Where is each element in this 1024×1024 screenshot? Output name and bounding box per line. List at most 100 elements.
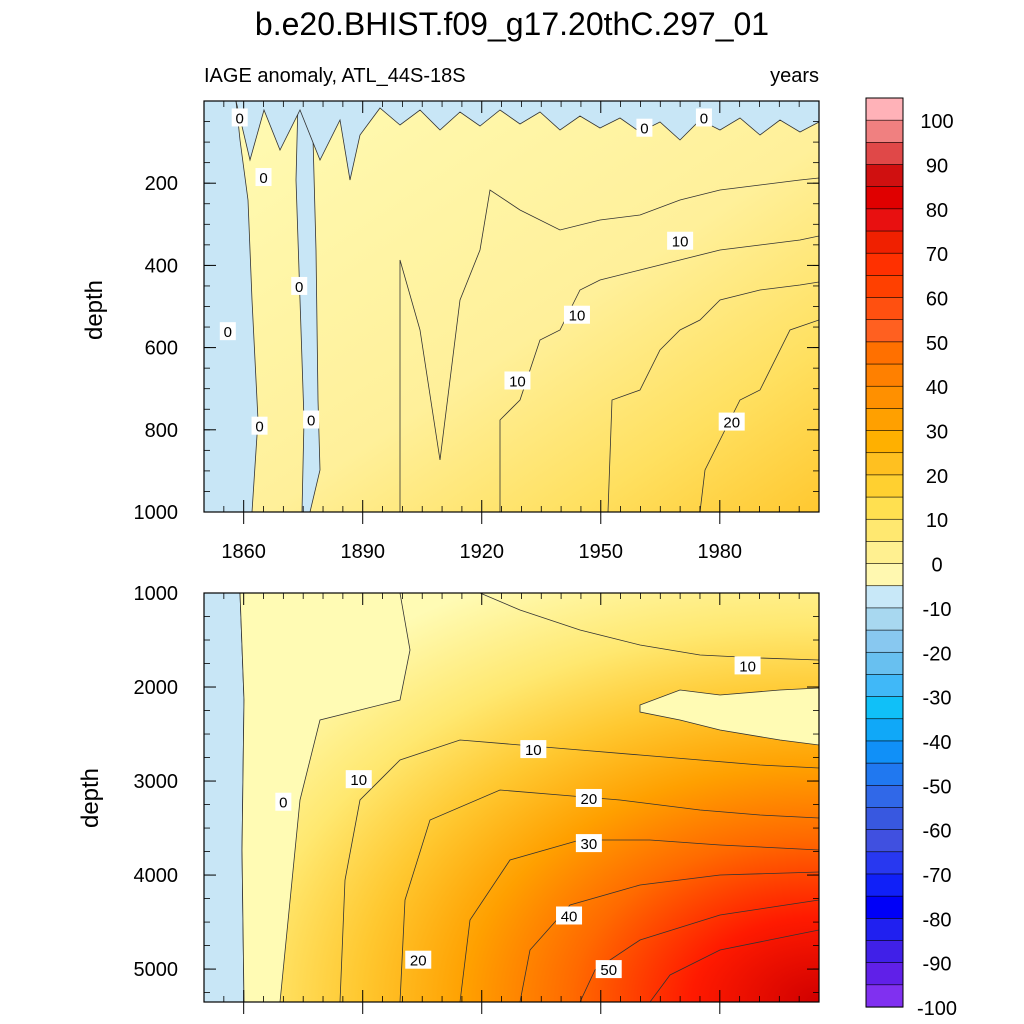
colorbar-swatch	[865, 674, 904, 698]
lower-contour-20	[399, 789, 819, 1002]
colorbar-swatch	[865, 97, 904, 121]
lower-y-tick-label: 5000	[134, 959, 179, 981]
colorbar-swatch	[865, 585, 904, 609]
chart-subtitle-right: years	[770, 65, 819, 87]
colorbar-swatch	[865, 208, 904, 232]
colorbar-swatch	[865, 385, 904, 409]
upper-contour-label: 20	[723, 415, 740, 432]
colorbar-label: 20	[926, 466, 948, 488]
colorbar-swatch	[865, 784, 904, 809]
colorbar-label: 70	[926, 244, 948, 266]
colorbar-label: 40	[926, 377, 948, 399]
upper-x-tick-label: 1890	[340, 541, 385, 563]
upper-contour-20	[499, 235, 819, 512]
lower-panel: 1000 2000 3000 4000 5000 10 10 10 0 20 30 40 50 20 d…	[77, 583, 820, 1014]
upper-negative-region-top	[204, 101, 819, 181]
colorbar: 1009080706050403020100-10-20-30-40-50-60…	[865, 97, 957, 1020]
upper-contour-30	[607, 281, 819, 512]
colorbar-label: 50	[926, 333, 948, 355]
lower-contour-10	[339, 739, 819, 1002]
colorbar-swatch	[865, 496, 904, 520]
lower-contour-label-bg	[345, 770, 372, 789]
colorbar-swatch	[865, 474, 904, 498]
colorbar-label: 30	[926, 422, 948, 444]
colorbar-label: -20	[923, 643, 952, 665]
colorbar-swatch	[865, 984, 904, 1008]
upper-contour-40	[699, 319, 819, 512]
lower-contour-label-bg	[734, 656, 761, 675]
colorbar-label: 0	[931, 555, 942, 577]
colorbar-swatch	[865, 297, 904, 321]
upper-x-axis: 1860 1890 1920 1950 1980	[221, 101, 820, 563]
colorbar-swatch	[865, 851, 904, 875]
lower-contour-label: 0	[279, 795, 287, 812]
lower-plot-frame	[203, 592, 820, 1003]
upper-y-tick-label: 200	[145, 173, 178, 195]
upper-contour-label-bg	[695, 108, 712, 127]
colorbar-swatch	[865, 341, 904, 365]
upper-x-tick-label: 1980	[698, 541, 743, 563]
upper-contour-label-bg	[667, 231, 694, 250]
colorbar-label: 90	[926, 156, 948, 178]
colorbar-frame	[865, 97, 904, 1008]
colorbar-swatch	[865, 275, 904, 299]
upper-contour-label-bg	[291, 276, 308, 295]
lower-contour-50	[579, 899, 819, 1002]
upper-y-tick-label: 600	[145, 338, 178, 360]
upper-contour-label: 10	[672, 234, 689, 251]
upper-contour-label: 10	[509, 373, 526, 390]
colorbar-swatch	[865, 740, 904, 764]
colorbar-swatch	[865, 252, 904, 276]
colorbar-swatch	[865, 607, 904, 631]
lower-contour-label-bg	[520, 740, 547, 759]
upper-contour-label: 0	[236, 110, 244, 127]
lower-y-tick-label: 1000	[134, 583, 179, 605]
colorbar-label: -60	[923, 821, 952, 843]
upper-x-tick-label: 1950	[579, 541, 624, 563]
upper-y-tick-label: 400	[145, 255, 178, 277]
lower-y-tick-label: 2000	[134, 677, 179, 699]
lower-contour-60	[649, 929, 819, 1002]
lower-contour-40	[519, 871, 819, 1002]
lower-contour-label: 10	[525, 742, 542, 759]
colorbar-label: -90	[923, 954, 952, 976]
upper-contour-label: 0	[640, 121, 648, 138]
colorbar-swatch	[865, 873, 904, 897]
lower-y-axis: 1000 2000 3000 4000 5000	[134, 583, 819, 993]
chart-subtitle-left: IAGE anomaly, ATL_44S-18S	[204, 65, 466, 87]
upper-contour-label: 0	[224, 324, 232, 341]
upper-contour-label-bg	[504, 371, 531, 390]
colorbar-swatch	[865, 408, 904, 432]
upper-contour-label: 0	[295, 279, 303, 296]
upper-contour-label-bg	[251, 416, 268, 435]
upper-contour-label-bg	[636, 118, 653, 137]
upper-contour-label-bg	[718, 412, 745, 431]
lower-contour-labels: 10 10 10 0 20 30 40 50 20	[275, 656, 761, 979]
colorbar-label: -80	[923, 909, 952, 931]
lower-contour-label-bg	[556, 906, 583, 925]
colorbar-label: 10	[926, 510, 948, 532]
lower-y-tick-label: 3000	[134, 771, 179, 793]
chart-title: b.e20.BHIST.f09_g17.20thC.297_01	[255, 6, 769, 42]
lower-contour-label: 30	[581, 836, 598, 853]
colorbar-swatch	[865, 142, 904, 166]
colorbar-swatch	[865, 319, 904, 343]
colorbar-swatch	[865, 563, 904, 587]
upper-contour-10	[399, 177, 819, 512]
upper-contour-labels: 0 0 0 0 0 0 0 0 10 10 10 20	[219, 108, 745, 436]
upper-y-tick-label: 800	[145, 420, 178, 442]
upper-contour-label-bg	[303, 410, 320, 429]
colorbar-swatch	[865, 940, 904, 964]
upper-x-tick-label: 1860	[221, 541, 266, 563]
colorbar-swatch	[865, 186, 904, 210]
upper-contour-label: 0	[255, 419, 263, 436]
lower-contour-label: 40	[561, 908, 578, 925]
upper-y-axis-label: depth	[81, 280, 108, 340]
colorbar-swatch	[865, 164, 904, 188]
lower-y-tick-label: 4000	[134, 865, 179, 887]
lower-contour-label: 20	[581, 791, 598, 808]
lower-contour-label: 50	[600, 962, 617, 979]
